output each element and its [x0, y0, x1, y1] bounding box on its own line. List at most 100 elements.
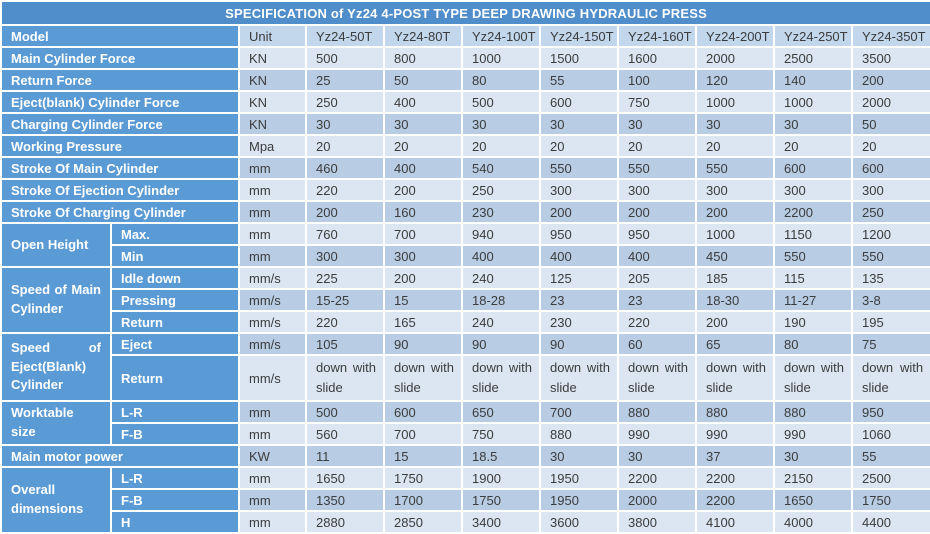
value-cell: 4000	[773, 510, 853, 534]
value-cell: 1700	[383, 488, 463, 512]
value-cell: 450	[695, 244, 775, 268]
value-cell: 990	[695, 422, 775, 446]
table-row: F-B mm 1350 1700 1750 1950 2000 2200 1650 1750	[1, 488, 930, 512]
sub-label-cell: Return	[110, 354, 240, 402]
value-cell: 2880	[305, 510, 385, 534]
sub-label-cell: Pressing	[110, 288, 240, 312]
model-header-cell: Yz24-250T	[773, 24, 853, 48]
model-label-cell: Model	[0, 24, 240, 48]
value-cell: 550	[695, 156, 775, 180]
value-cell: 230	[461, 200, 541, 224]
value-cell: 400	[539, 244, 619, 268]
value-cell: 200	[695, 310, 775, 334]
value-cell: 2000	[850, 90, 930, 114]
value-cell: 30	[539, 112, 619, 136]
row-label-cell: Charging Cylinder Force	[0, 112, 240, 136]
value-cell: 220	[305, 310, 385, 334]
value-cell: 100	[617, 68, 697, 92]
value-cell: 250	[850, 200, 930, 224]
value-cell: 600	[539, 90, 619, 114]
value-cell: down with slide	[850, 354, 930, 402]
value-cell: 3-8	[850, 288, 930, 312]
value-cell: 400	[383, 156, 463, 180]
value-cell: 20	[773, 134, 853, 158]
value-cell: 200	[617, 200, 697, 224]
table-row: F-B mm 560 700 750 880 990 990 990 1060	[1, 422, 930, 446]
value-cell: 460	[305, 156, 385, 180]
unit-cell: mm	[238, 422, 307, 446]
value-cell: 880	[539, 422, 619, 446]
value-cell: down with slide	[383, 354, 463, 402]
table-row: Charging Cylinder Force KN 30 30 30 30 30 30 30 5…	[0, 112, 930, 136]
value-cell: 1750	[383, 466, 463, 490]
value-cell: 37	[695, 444, 775, 468]
value-cell: 30	[617, 112, 697, 136]
value-cell: 60	[617, 332, 697, 356]
value-cell: 1200	[850, 222, 930, 246]
value-cell: 1000	[773, 90, 853, 114]
value-cell: 880	[773, 400, 853, 424]
value-cell: 2200	[695, 488, 775, 512]
value-cell: 950	[850, 400, 930, 424]
group-label-cell: Speed of Eject(Blank) Cylinder	[0, 332, 112, 402]
value-cell: 1650	[773, 488, 853, 512]
value-cell: 880	[695, 400, 775, 424]
model-header-cell: Yz24-50T	[305, 24, 385, 48]
value-cell: 50	[383, 68, 463, 92]
sub-label-cell: Min	[110, 244, 240, 268]
value-cell: 250	[461, 178, 541, 202]
value-cell: 3500	[850, 46, 930, 70]
unit-cell: mm	[238, 466, 307, 490]
sub-label-cell: Return	[110, 310, 240, 334]
value-cell: 200	[383, 266, 463, 290]
value-cell: 135	[850, 266, 930, 290]
value-cell: 200	[539, 200, 619, 224]
table-row: Overall dimensions L-R mm 1650 1750 1900 1950 2…	[0, 466, 930, 534]
value-cell: 20	[383, 134, 463, 158]
value-cell: 2200	[773, 200, 853, 224]
table-row: Min mm 300 300 400 400 400 450 550 550	[1, 244, 930, 268]
value-cell: 550	[539, 156, 619, 180]
value-cell: 600	[773, 156, 853, 180]
value-cell: 500	[305, 46, 385, 70]
value-cell: 600	[850, 156, 930, 180]
value-cell: 400	[461, 244, 541, 268]
value-cell: 30	[617, 444, 697, 468]
value-cell: 120	[695, 68, 775, 92]
value-cell: 90	[383, 332, 463, 356]
value-cell: 1750	[461, 488, 541, 512]
value-cell: 300	[850, 178, 930, 202]
value-cell: 500	[461, 90, 541, 114]
value-cell: 30	[383, 112, 463, 136]
value-cell: 220	[305, 178, 385, 202]
value-cell: 50	[850, 112, 930, 136]
unit-cell: KN	[238, 112, 307, 136]
value-cell: down with slide	[773, 354, 853, 402]
value-cell: 2200	[695, 466, 775, 490]
row-label-cell: Main motor power	[0, 444, 240, 468]
value-cell: 20	[305, 134, 385, 158]
table-row: Return mm/s down with slide down with slide…	[1, 354, 930, 402]
unit-header-cell: Unit	[238, 24, 307, 48]
row-label-cell: Working Pressure	[0, 134, 240, 158]
value-cell: 1150	[773, 222, 853, 246]
value-cell: 940	[461, 222, 541, 246]
table-row: Eject(blank) Cylinder Force KN 250 400 500 60…	[0, 90, 930, 114]
unit-cell: mm/s	[238, 266, 307, 290]
value-cell: 200	[695, 200, 775, 224]
value-cell: 18.5	[461, 444, 541, 468]
group-label-cell: Speed of Main Cylinder	[0, 266, 112, 334]
value-cell: 950	[617, 222, 697, 246]
unit-cell: mm	[238, 200, 307, 224]
table-header-row: Model Unit Yz24-50T Yz24-80T Yz24-100T Y…	[0, 24, 930, 48]
value-cell: 300	[383, 244, 463, 268]
value-cell: 300	[773, 178, 853, 202]
value-cell: 1750	[850, 488, 930, 512]
value-cell: 20	[461, 134, 541, 158]
value-cell: 80	[461, 68, 541, 92]
value-cell: 700	[539, 400, 619, 424]
value-cell: 25	[305, 68, 385, 92]
unit-cell: mm	[238, 178, 307, 202]
value-cell: down with slide	[461, 354, 541, 402]
value-cell: 880	[617, 400, 697, 424]
